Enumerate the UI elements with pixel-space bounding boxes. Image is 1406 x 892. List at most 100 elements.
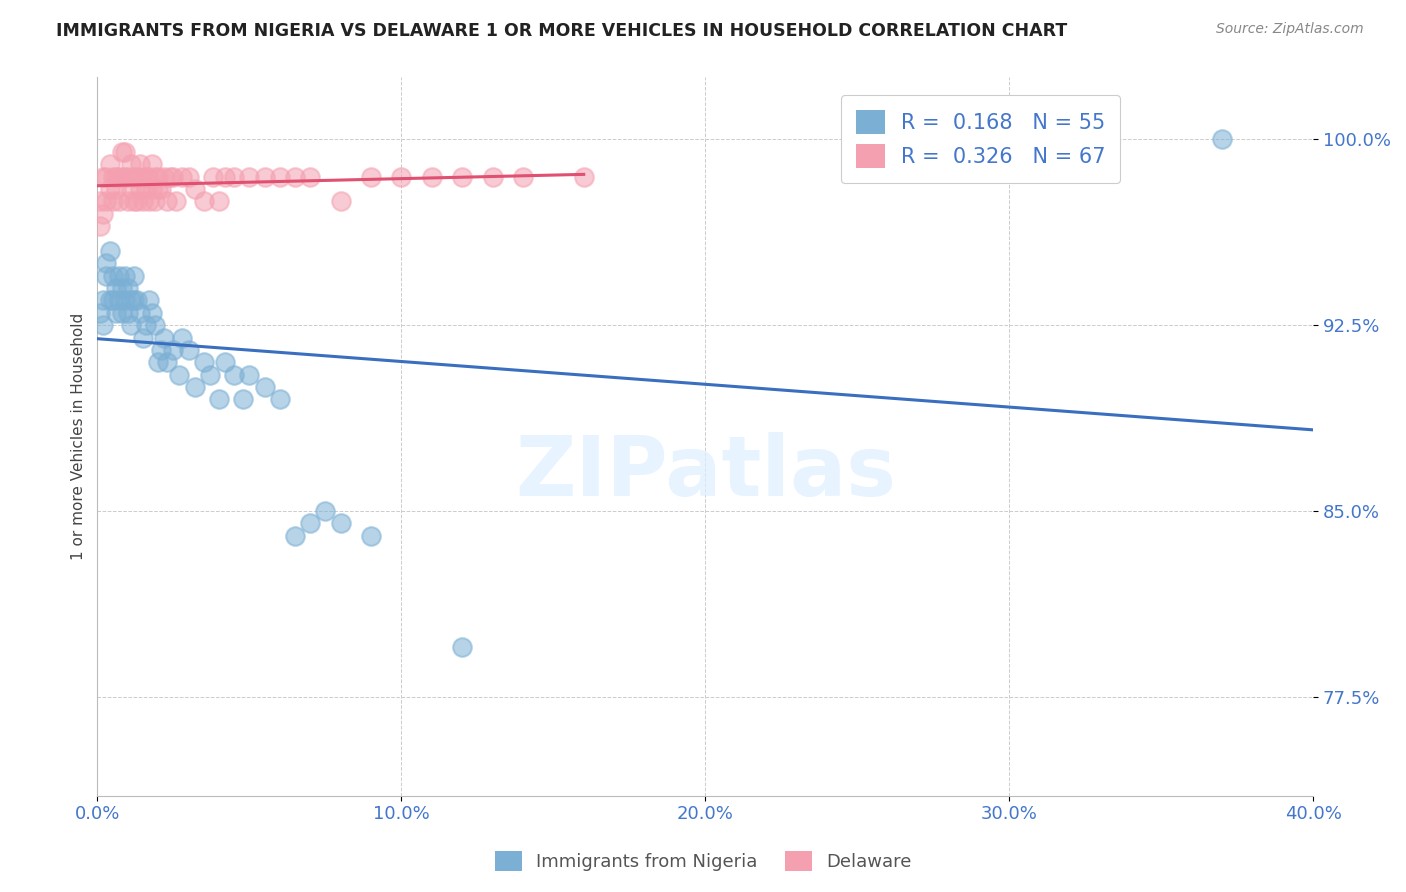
Point <box>120 182 142 196</box>
Point <box>122 169 145 184</box>
Point <box>138 194 160 209</box>
Point <box>299 169 322 184</box>
Point <box>329 194 352 209</box>
Point <box>132 330 155 344</box>
Point <box>269 169 291 184</box>
Point <box>299 516 322 531</box>
Point <box>98 157 121 171</box>
Point <box>193 194 215 209</box>
Point <box>89 219 111 233</box>
Point <box>201 169 224 184</box>
Point <box>159 169 181 184</box>
Point <box>111 169 134 184</box>
Point <box>156 194 179 209</box>
Point <box>314 504 336 518</box>
Point <box>117 169 139 184</box>
Point <box>114 145 136 159</box>
Point <box>89 306 111 320</box>
Point <box>183 182 205 196</box>
Point <box>165 194 187 209</box>
Point <box>269 392 291 407</box>
Point <box>129 157 152 171</box>
Point <box>143 169 166 184</box>
Point <box>101 268 124 283</box>
Point <box>284 169 307 184</box>
Point <box>153 330 176 344</box>
Point <box>120 293 142 308</box>
Point <box>253 380 276 394</box>
Point <box>114 169 136 184</box>
Point <box>224 368 246 382</box>
Point <box>107 194 129 209</box>
Point <box>177 343 200 357</box>
Point <box>117 281 139 295</box>
Point <box>96 194 118 209</box>
Point <box>146 355 169 369</box>
Point <box>284 529 307 543</box>
Point <box>107 268 129 283</box>
Point <box>104 306 127 320</box>
Point <box>104 281 127 295</box>
Point <box>135 169 157 184</box>
Point <box>114 268 136 283</box>
Point <box>143 318 166 333</box>
Point <box>150 182 173 196</box>
Point <box>214 169 236 184</box>
Point <box>101 194 124 209</box>
Point <box>120 157 142 171</box>
Point <box>120 318 142 333</box>
Point <box>329 516 352 531</box>
Point <box>232 392 254 407</box>
Legend: Immigrants from Nigeria, Delaware: Immigrants from Nigeria, Delaware <box>488 844 918 879</box>
Point <box>162 343 184 357</box>
Point <box>101 169 124 184</box>
Point <box>156 355 179 369</box>
Point <box>96 169 118 184</box>
Point <box>1211 132 1233 146</box>
Point <box>122 293 145 308</box>
Point <box>193 355 215 369</box>
Point <box>143 194 166 209</box>
Point <box>98 182 121 196</box>
Point <box>129 306 152 320</box>
Point <box>238 169 260 184</box>
Point <box>153 169 176 184</box>
Point <box>101 293 124 308</box>
Point <box>122 194 145 209</box>
Point <box>572 169 595 184</box>
Point <box>135 318 157 333</box>
Point <box>117 306 139 320</box>
Point <box>125 194 148 209</box>
Point <box>150 343 173 357</box>
Point <box>146 169 169 184</box>
Point <box>198 368 221 382</box>
Point <box>122 268 145 283</box>
Point <box>360 169 382 184</box>
Point <box>183 380 205 394</box>
Point <box>96 256 118 270</box>
Point <box>481 169 503 184</box>
Point <box>208 392 231 407</box>
Point <box>111 281 134 295</box>
Point <box>132 194 155 209</box>
Text: IMMIGRANTS FROM NIGERIA VS DELAWARE 1 OR MORE VEHICLES IN HOUSEHOLD CORRELATION : IMMIGRANTS FROM NIGERIA VS DELAWARE 1 OR… <box>56 22 1067 40</box>
Point <box>169 368 191 382</box>
Point <box>146 182 169 196</box>
Point <box>208 194 231 209</box>
Point <box>117 194 139 209</box>
Point <box>177 169 200 184</box>
Point <box>114 293 136 308</box>
Text: Source: ZipAtlas.com: Source: ZipAtlas.com <box>1216 22 1364 37</box>
Point <box>93 293 115 308</box>
Point <box>107 293 129 308</box>
Point <box>172 169 194 184</box>
Point <box>138 293 160 308</box>
Point <box>125 169 148 184</box>
Point <box>89 194 111 209</box>
Point <box>93 169 115 184</box>
Point <box>162 169 184 184</box>
Text: ZIPatlas: ZIPatlas <box>515 432 896 513</box>
Point <box>420 169 443 184</box>
Point <box>141 182 163 196</box>
Point <box>214 355 236 369</box>
